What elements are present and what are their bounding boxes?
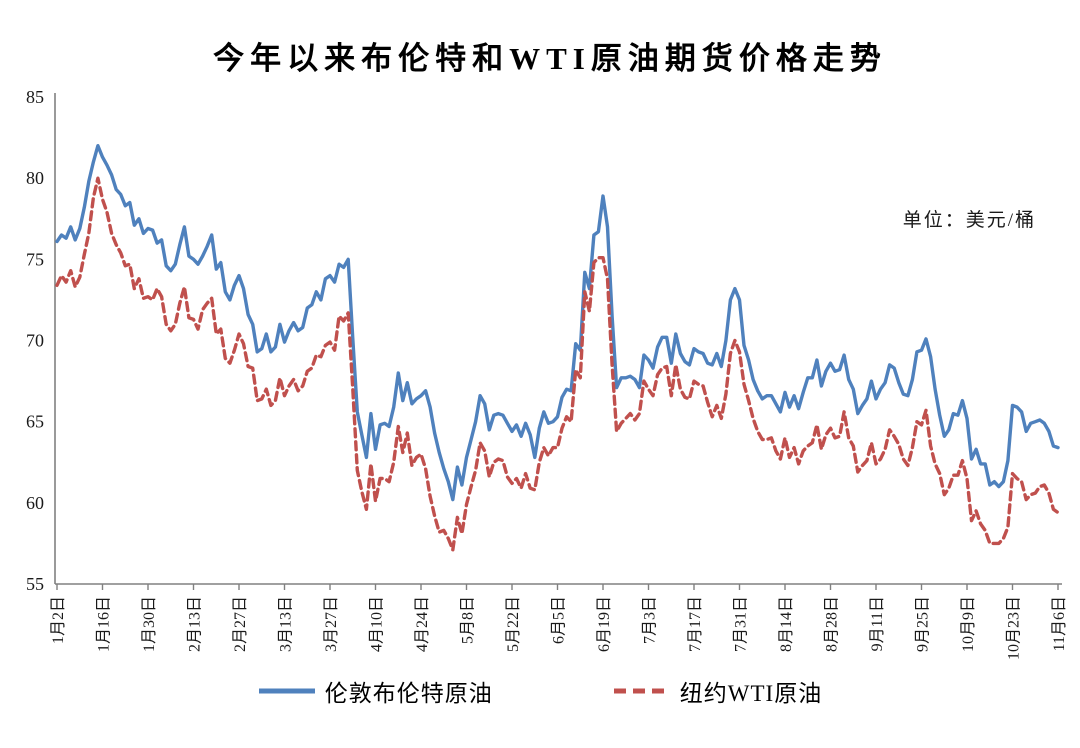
x-axis-tick-label: 8月14日: [778, 596, 795, 652]
y-axis-tick-label: 60: [26, 493, 44, 513]
x-axis-tick-label: 2月13日: [187, 596, 204, 652]
x-axis-tick-label: 2月27日: [232, 596, 249, 652]
x-axis-tick-label: 9月25日: [915, 596, 932, 652]
unit-label: 单位：美元/桶: [902, 210, 1036, 231]
x-axis-tick-label: 3月27日: [323, 596, 340, 652]
y-axis-tick-label: 70: [26, 331, 44, 351]
x-axis-tick-label: 8月28日: [824, 596, 841, 652]
legend-label-wti: 纽约WTI原油: [679, 681, 823, 706]
brent-price-line: [55, 143, 1060, 502]
x-axis-tick-label: 1月30日: [141, 596, 158, 652]
y-axis-tick-label: 65: [26, 412, 44, 432]
brent-line-sample-icon: [258, 688, 315, 694]
x-axis-tick-label: 1月16日: [96, 596, 113, 652]
y-axis-tick-label: 75: [26, 249, 44, 269]
x-axis-tick-label: 3月13日: [278, 596, 295, 652]
x-axis-tick-label: 10月9日: [960, 596, 977, 652]
x-axis-tick-label: 5月22日: [505, 596, 522, 652]
y-axis-tick-label: 80: [26, 168, 44, 188]
chart-legend: 伦敦布伦特原油 纽约WTI原油: [0, 674, 1080, 708]
legend-label-brent: 伦敦布伦特原油: [324, 681, 493, 706]
y-axis-tick-label: 85: [26, 87, 44, 107]
x-axis-tick-label: 5月8日: [460, 596, 477, 644]
wti-dashed-line-sample-icon: [613, 688, 670, 694]
x-axis-tick-label: 11月6日: [1051, 596, 1068, 651]
x-axis-tick-label: 6月19日: [596, 596, 613, 652]
x-axis-tick-label: 9月11日: [869, 596, 886, 651]
x-axis-tick-label: 6月5日: [551, 596, 568, 644]
x-axis-tick-label: 4月10日: [369, 596, 386, 652]
x-axis-tick-label: 10月23日: [1006, 596, 1023, 660]
x-axis-tick-label: 7月17日: [687, 596, 704, 652]
x-axis-tick-label: 7月31日: [733, 596, 750, 652]
wti-price-line: [55, 176, 1060, 552]
x-axis-tick-label: 7月3日: [642, 596, 659, 644]
legend-item-brent: 伦敦布伦特原油: [258, 674, 493, 708]
x-axis-tick-label: 1月2日: [50, 596, 67, 644]
chart-title: 今年以来布伦特和WTI原油期货价格走势: [213, 41, 887, 76]
y-axis-tick-label: 55: [26, 574, 44, 594]
legend-item-wti: 纽约WTI原油: [613, 674, 822, 708]
x-axis-tick-label: 4月24日: [414, 596, 431, 652]
